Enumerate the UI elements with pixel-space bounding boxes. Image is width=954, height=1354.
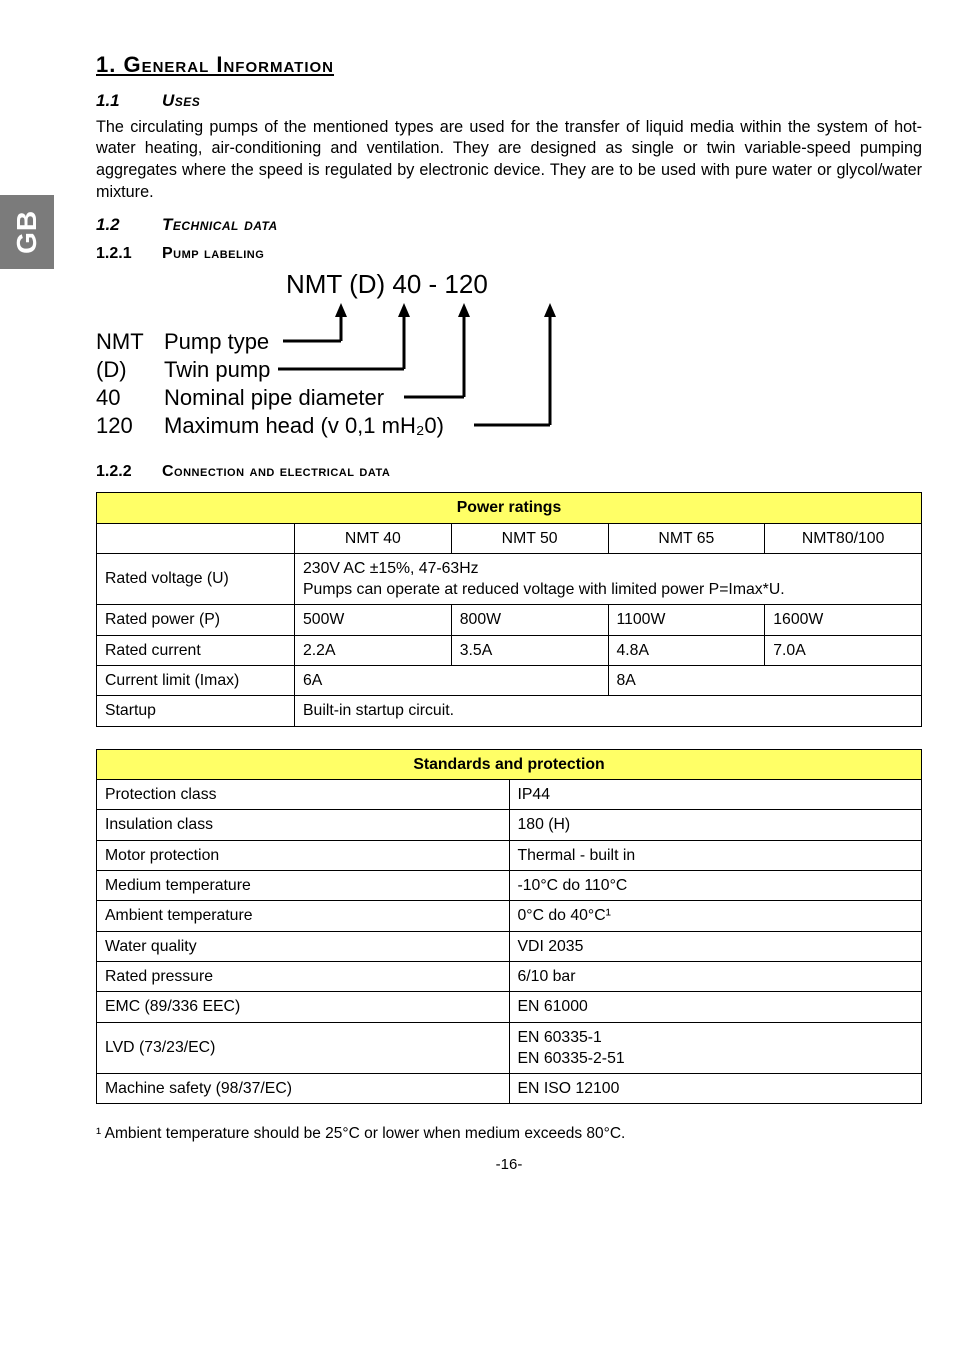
cell: 1100W bbox=[608, 605, 765, 635]
std-label: Rated pressure bbox=[97, 961, 510, 991]
limit-label: Current limit (Imax) bbox=[97, 666, 295, 696]
sec-1-2-2-num: 1.2.2 bbox=[96, 461, 136, 483]
desc-d: Twin pump bbox=[164, 357, 270, 382]
std-value: EN ISO 12100 bbox=[509, 1074, 922, 1104]
diagram-header: NMT (D) 40 - 120 bbox=[286, 269, 488, 299]
row-label: Rated power (P) bbox=[97, 605, 295, 635]
std-label: Medium temperature bbox=[97, 870, 510, 900]
desc-120: Maximum head (v 0,1 mH₂0) bbox=[164, 413, 444, 438]
cell: 500W bbox=[295, 605, 452, 635]
std-label: Protection class bbox=[97, 780, 510, 810]
cell: 1600W bbox=[765, 605, 922, 635]
code-nmt: NMT bbox=[96, 329, 144, 354]
power-col-1: NMT 40 bbox=[295, 523, 452, 553]
sec-1-2-1-num: 1.2.1 bbox=[96, 243, 136, 265]
cell: 3.5A bbox=[451, 635, 608, 665]
desc-40: Nominal pipe diameter bbox=[164, 385, 384, 410]
power-col-2: NMT 50 bbox=[451, 523, 608, 553]
std-value: EN 61000 bbox=[509, 992, 922, 1022]
std-value: Thermal - built in bbox=[509, 840, 922, 870]
voltage-label: Rated voltage (U) bbox=[97, 553, 295, 605]
code-120: 120 bbox=[96, 413, 133, 438]
cell: 800W bbox=[451, 605, 608, 635]
std-label: Machine safety (98/37/EC) bbox=[97, 1074, 510, 1104]
code-40: 40 bbox=[96, 385, 120, 410]
power-ratings-table: Power ratings NMT 40 NMT 50 NMT 65 NMT80… bbox=[96, 492, 922, 727]
std-value: 6/10 bar bbox=[509, 961, 922, 991]
footnote: ¹ Ambient temperature should be 25°C or … bbox=[96, 1124, 922, 1145]
table-row: Rated power (P) 500W 800W 1100W 1600W bbox=[97, 605, 922, 635]
code-d: (D) bbox=[96, 357, 127, 382]
side-tab: GB bbox=[0, 195, 54, 269]
std-value: 0°C do 40°C¹ bbox=[509, 901, 922, 931]
std-label: Ambient temperature bbox=[97, 901, 510, 931]
std-value: IP44 bbox=[509, 780, 922, 810]
std-label: LVD (73/23/EC) bbox=[97, 1022, 510, 1074]
std-value: EN 60335-1 EN 60335-2-51 bbox=[509, 1022, 922, 1074]
sec-1-2-2-label: Connection and electrical data bbox=[162, 461, 390, 483]
table-row: Machine safety (98/37/EC)EN ISO 12100 bbox=[97, 1074, 922, 1104]
std-label: Insulation class bbox=[97, 810, 510, 840]
page-number: -16- bbox=[96, 1155, 922, 1175]
cell: 7.0A bbox=[765, 635, 922, 665]
power-col-4: NMT80/100 bbox=[765, 523, 922, 553]
sec-1-2-label: Technical data bbox=[162, 214, 278, 237]
table-row: Startup Built-in startup circuit. bbox=[97, 696, 922, 726]
sec-1-2-num: 1.2 bbox=[96, 214, 136, 237]
power-col-blank bbox=[97, 523, 295, 553]
limit-34: 8A bbox=[608, 666, 922, 696]
table-row: Insulation class180 (H) bbox=[97, 810, 922, 840]
power-title: Power ratings bbox=[97, 493, 922, 523]
table-row: Water qualityVDI 2035 bbox=[97, 931, 922, 961]
table-row: Rated pressure6/10 bar bbox=[97, 961, 922, 991]
table-row: Current limit (Imax) 6A 8A bbox=[97, 666, 922, 696]
power-col-3: NMT 65 bbox=[608, 523, 765, 553]
uses-text: The circulating pumps of the mentioned t… bbox=[96, 117, 922, 204]
standards-table: Standards and protection Protection clas… bbox=[96, 749, 922, 1105]
std-label: EMC (89/336 EEC) bbox=[97, 992, 510, 1022]
pump-labeling-diagram: NMT (D) 40 - 120 NMT (D) 40 120 Pump typ… bbox=[96, 269, 656, 459]
desc-nmt: Pump type bbox=[164, 329, 269, 354]
startup-val: Built-in startup circuit. bbox=[295, 696, 922, 726]
std-value: VDI 2035 bbox=[509, 931, 922, 961]
section-title: 1. General Information bbox=[96, 50, 922, 80]
sec-1-2-1-label: Pump labeling bbox=[162, 243, 264, 265]
table-row: Protection classIP44 bbox=[97, 780, 922, 810]
sec-1-1-num: 1.1 bbox=[96, 90, 136, 113]
std-label: Motor protection bbox=[97, 840, 510, 870]
table-row: Motor protectionThermal - built in bbox=[97, 840, 922, 870]
table-row: EMC (89/336 EEC)EN 61000 bbox=[97, 992, 922, 1022]
std-title: Standards and protection bbox=[97, 749, 922, 779]
sec-1-1-label: Uses bbox=[162, 90, 200, 113]
cell: 4.8A bbox=[608, 635, 765, 665]
std-value: 180 (H) bbox=[509, 810, 922, 840]
row-label: Rated current bbox=[97, 635, 295, 665]
table-row: Medium temperature-10°C do 110°C bbox=[97, 870, 922, 900]
voltage-text: 230V AC ±15%, 47-63Hz Pumps can operate … bbox=[295, 553, 922, 605]
table-row: LVD (73/23/EC)EN 60335-1 EN 60335-2-51 bbox=[97, 1022, 922, 1074]
side-tab-label: GB bbox=[8, 210, 46, 254]
table-row: Rated current 2.2A 3.5A 4.8A 7.0A bbox=[97, 635, 922, 665]
startup-label: Startup bbox=[97, 696, 295, 726]
std-label: Water quality bbox=[97, 931, 510, 961]
limit-12: 6A bbox=[295, 666, 609, 696]
table-row: Ambient temperature0°C do 40°C¹ bbox=[97, 901, 922, 931]
std-value: -10°C do 110°C bbox=[509, 870, 922, 900]
cell: 2.2A bbox=[295, 635, 452, 665]
